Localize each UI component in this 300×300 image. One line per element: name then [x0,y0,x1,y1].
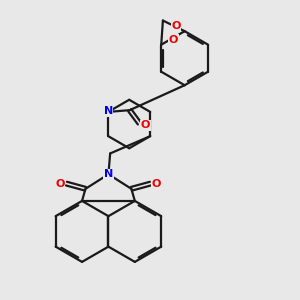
Text: O: O [169,35,178,45]
Text: O: O [152,178,161,189]
Text: O: O [141,120,150,130]
Text: O: O [171,21,181,31]
Text: N: N [104,169,113,179]
Text: O: O [56,178,65,189]
Text: N: N [103,106,113,116]
